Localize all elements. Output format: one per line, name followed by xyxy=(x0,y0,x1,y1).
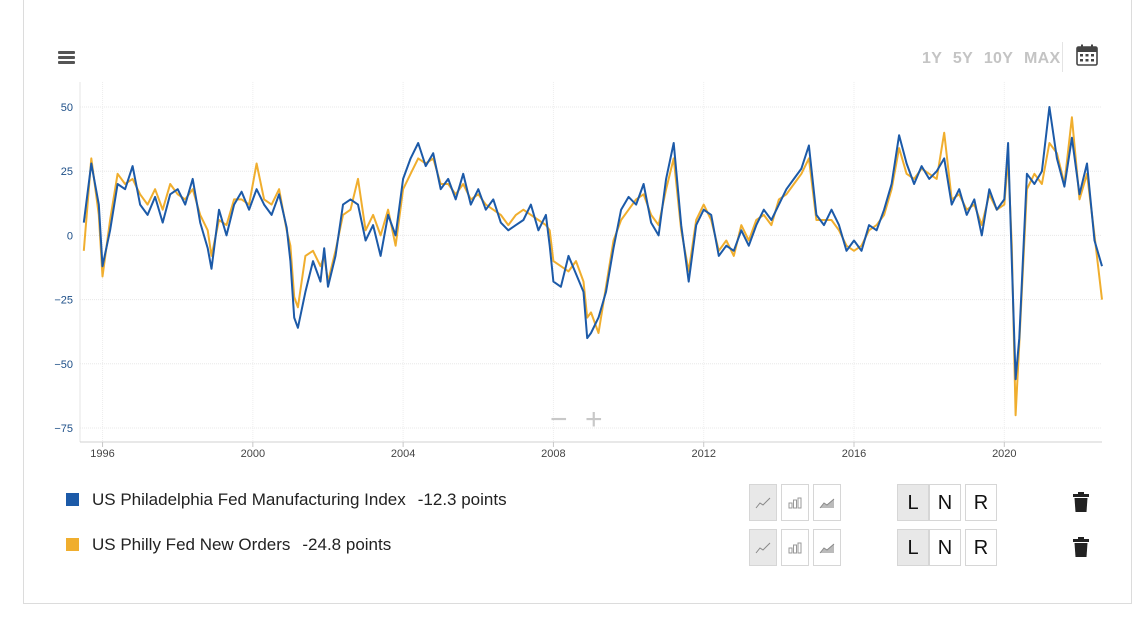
axis-left-button[interactable]: L xyxy=(897,484,929,521)
line-chart-icon xyxy=(755,497,771,508)
series-value: -12.3 points xyxy=(417,490,507,509)
line-chart[interactable]: 50 25 0 −25 −50 −75 1996 2000 2004 2008 2012 2016 20… xyxy=(0,0,1141,470)
chart-panel xyxy=(23,0,1132,604)
y-tick-label: −25 xyxy=(54,295,73,307)
legend-row: US Philly Fed New Orders -24.8 points L N… xyxy=(66,529,1106,566)
y-tick-label: −75 xyxy=(54,423,73,435)
y-tick-label: −50 xyxy=(54,359,73,371)
series-line-new-orders[interactable] xyxy=(82,116,1103,417)
range-selector: 1Y 5Y 10Y MAX xyxy=(922,50,1066,68)
series-color-swatch xyxy=(66,493,79,506)
area-type-button[interactable] xyxy=(813,484,841,521)
x-tick-label: 2008 xyxy=(541,448,565,460)
y-tick-label: 25 xyxy=(61,166,73,178)
x-tick-label: 2012 xyxy=(691,448,715,460)
series-label[interactable]: US Philadelphia Fed Manufacturing Index -… xyxy=(92,490,507,510)
axis-right-button[interactable]: R xyxy=(965,529,997,566)
calendar-icon[interactable] xyxy=(1076,44,1098,66)
axis-none-button[interactable]: N xyxy=(929,484,961,521)
x-tick-label: 1996 xyxy=(90,448,114,460)
area-type-button[interactable] xyxy=(813,529,841,566)
area-chart-icon xyxy=(819,543,835,553)
axis-right-button[interactable]: R xyxy=(965,484,997,521)
menu-icon[interactable] xyxy=(58,51,75,65)
axis-none-button[interactable]: N xyxy=(929,529,961,566)
bar-chart-icon xyxy=(788,542,802,553)
bar-type-button[interactable] xyxy=(781,484,809,521)
legend-row: US Philadelphia Fed Manufacturing Index -… xyxy=(66,484,1106,521)
series-line-manufacturing-index[interactable] xyxy=(82,106,1103,381)
x-tick-label: 2004 xyxy=(391,448,415,460)
zoom-out-button[interactable]: − xyxy=(550,403,568,436)
bar-type-button[interactable] xyxy=(781,529,809,566)
toolbar-divider xyxy=(1062,42,1063,72)
trash-icon[interactable] xyxy=(1073,492,1089,512)
series-label[interactable]: US Philly Fed New Orders -24.8 points xyxy=(92,535,391,555)
y-tick-label: 50 xyxy=(61,102,73,114)
y-tick-label: 0 xyxy=(67,230,73,242)
range-10y-button[interactable]: 10Y xyxy=(983,50,1014,67)
axis-left-button[interactable]: L xyxy=(897,529,929,566)
bar-chart-icon xyxy=(788,497,802,508)
series-name: US Philly Fed New Orders xyxy=(92,535,291,554)
trash-icon[interactable] xyxy=(1073,537,1089,557)
x-tick-label: 2000 xyxy=(241,448,265,460)
series-value: -24.8 points xyxy=(302,535,392,554)
series-color-swatch xyxy=(66,538,79,551)
series-name: US Philadelphia Fed Manufacturing Index xyxy=(92,490,406,509)
line-chart-icon xyxy=(755,542,771,553)
x-tick-label: 2016 xyxy=(842,448,866,460)
zoom-in-button[interactable]: + xyxy=(585,403,603,436)
line-type-button[interactable] xyxy=(749,484,777,521)
range-max-button[interactable]: MAX xyxy=(1023,50,1061,67)
range-1y-button[interactable]: 1Y xyxy=(922,50,943,67)
area-chart-icon xyxy=(819,498,835,508)
range-5y-button[interactable]: 5Y xyxy=(952,50,974,67)
x-tick-label: 2020 xyxy=(992,448,1016,460)
line-type-button[interactable] xyxy=(749,529,777,566)
